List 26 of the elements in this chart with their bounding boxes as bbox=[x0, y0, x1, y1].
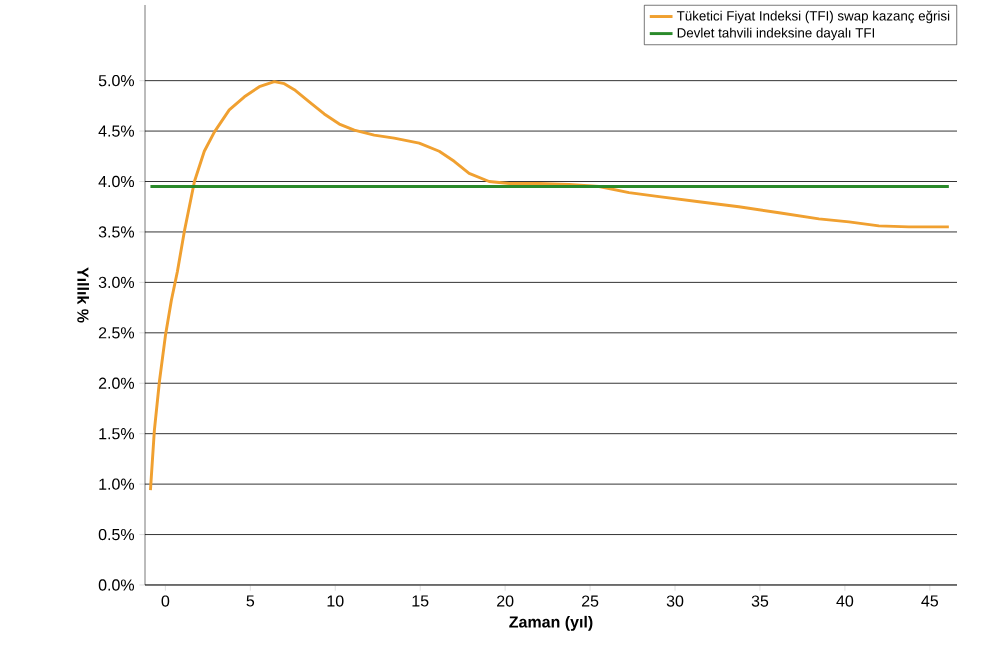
x-tick-label: 25 bbox=[581, 595, 599, 607]
y-axis-title: Yıllık % bbox=[77, 267, 89, 323]
y-tick-label: 1.5% bbox=[99, 428, 135, 440]
y-tick-label: 5.0% bbox=[98, 74, 135, 87]
y-tick-label: 4.0% bbox=[98, 175, 135, 188]
x-tick-label: 45 bbox=[921, 595, 939, 607]
y-tick-label: 1.0% bbox=[99, 478, 135, 490]
x-tick-label: 30 bbox=[666, 595, 684, 607]
y-tick-label: 3.0% bbox=[98, 276, 135, 289]
line-series bbox=[148, 80, 951, 492]
x-tick-label: 20 bbox=[497, 595, 514, 607]
x-tick-label: 0 bbox=[161, 595, 170, 607]
legend-label: Devlet tahvili indeksine dayalı TFI bbox=[677, 27, 874, 41]
x-tick-label: 40 bbox=[836, 595, 854, 607]
x-tick-label: 15 bbox=[412, 595, 429, 607]
y-tick-label: 3.5% bbox=[98, 226, 135, 238]
x-tick-label: 5 bbox=[246, 595, 255, 607]
y-tick-label: 0.0% bbox=[98, 579, 135, 591]
x-tick-label: 35 bbox=[751, 595, 769, 607]
x-tick-label: 10 bbox=[327, 595, 344, 607]
y-tick-label: 2.0% bbox=[98, 377, 135, 389]
legend-label: Tüketici Fiyat Indeksi (TFI) swap kazanç eğrisi bbox=[676, 10, 950, 24]
y-tick-label: 0.5% bbox=[98, 528, 135, 541]
y-tick-label: 4.5% bbox=[98, 125, 135, 137]
y-tick-label: 2.5% bbox=[98, 327, 135, 339]
x-axis-title: Zaman (yıl) bbox=[509, 615, 593, 631]
